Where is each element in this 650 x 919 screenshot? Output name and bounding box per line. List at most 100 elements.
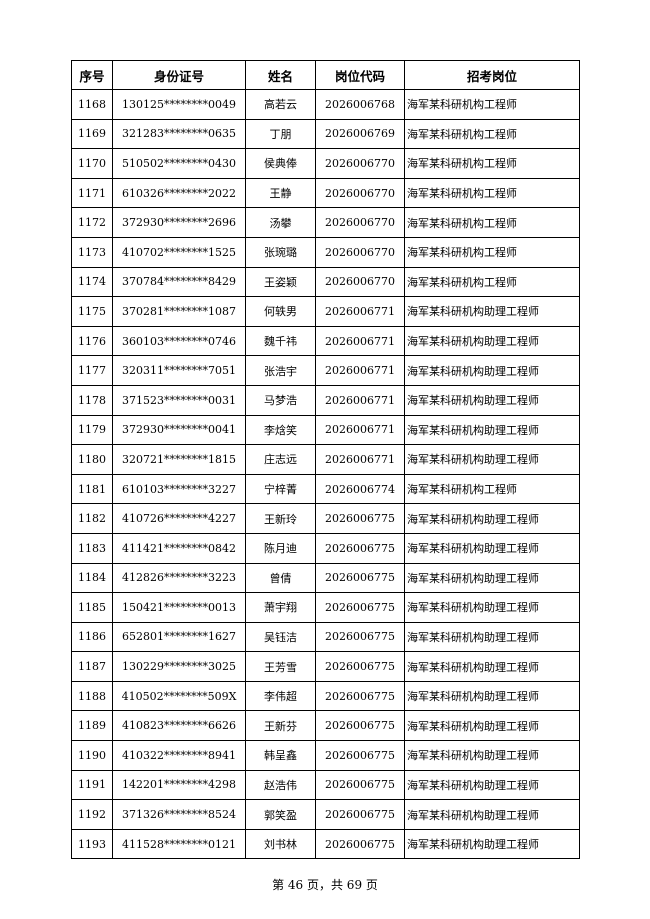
- candidate-table: 序号 身份证号 姓名 岗位代码 招考岗位 1168 130125********0…: [71, 60, 580, 860]
- table-row: 1169 321283********0635 丁朋 2026006769 海军某科研机…: [71, 118, 580, 150]
- table-row: 1180 320721********1815 庄志远 2026006771 海军某科研…: [71, 444, 580, 475]
- cell-name: 萧宇翔: [245, 592, 316, 623]
- cell-name: 高若云: [245, 89, 316, 120]
- table-row: 1186 652801********1627 吴钰洁 2026006775 海军某科研…: [71, 621, 580, 653]
- cell-post: 海军某科研机构助理工程师: [404, 651, 580, 682]
- header-post-code: 岗位代码: [315, 60, 405, 90]
- table-row: 1168 130125********0049 高若云 2026006768 海军某科研…: [71, 89, 580, 120]
- cell-post-code: 2026006775: [315, 651, 405, 682]
- cell-post-code: 2026006775: [315, 710, 405, 742]
- cell-post-code: 2026006770: [315, 266, 405, 298]
- cell-id-number: 320721********1815: [112, 444, 246, 475]
- cell-seq: 1171: [71, 177, 113, 209]
- cell-name: 王静: [245, 177, 316, 209]
- cell-seq: 1170: [71, 148, 113, 179]
- table-row: 1188 410502********509X 李伟超 2026006775 海军某科研…: [71, 680, 580, 712]
- cell-name: 韩呈鑫: [245, 740, 316, 771]
- table-row: 1177 320311********7051 张浩宇 2026006771 海军某科研…: [71, 355, 580, 386]
- cell-post: 海军某科研机构工程师: [404, 473, 580, 505]
- table-row: 1176 360103********0746 魏千祎 2026006771 海军某科研…: [71, 325, 580, 357]
- cell-id-number: 410702********1525: [112, 236, 246, 268]
- cell-seq: 1182: [71, 503, 113, 534]
- cell-seq: 1187: [71, 651, 113, 682]
- cell-post: 海军某科研机构助理工程师: [404, 740, 580, 771]
- cell-seq: 1176: [71, 325, 113, 357]
- cell-post: 海军某科研机构工程师: [404, 266, 580, 298]
- cell-seq: 1190: [71, 740, 113, 771]
- cell-post-code: 2026006771: [315, 325, 405, 357]
- cell-id-number: 360103********0746: [112, 325, 246, 357]
- cell-name: 李伟超: [245, 680, 316, 712]
- cell-post-code: 2026006775: [315, 503, 405, 534]
- cell-post-code: 2026006771: [315, 444, 405, 475]
- cell-id-number: 610103********3227: [112, 473, 246, 505]
- cell-id-number: 410726********4227: [112, 503, 246, 534]
- cell-seq: 1193: [71, 828, 113, 860]
- cell-post: 海军某科研机构助理工程师: [404, 799, 580, 830]
- cell-post: 海军某科研机构助理工程师: [404, 532, 580, 564]
- cell-id-number: 370281********1087: [112, 296, 246, 327]
- cell-post: 海军某科研机构助理工程师: [404, 621, 580, 653]
- table-row: 1193 411528********0121 刘书林 2026006775 海军某科研…: [71, 828, 580, 860]
- cell-id-number: 411421********0842: [112, 532, 246, 564]
- cell-post: 海军某科研机构助理工程师: [404, 296, 580, 327]
- cell-id-number: 510502********0430: [112, 148, 246, 179]
- table-row: 1187 130229********3025 王芳雪 2026006775 海军某科研…: [71, 651, 580, 682]
- cell-post-code: 2026006775: [315, 532, 405, 564]
- table-row: 1192 371326********8524 郭笑盈 2026006775 海军某科研…: [71, 799, 580, 830]
- cell-seq: 1188: [71, 680, 113, 712]
- cell-name: 王姿颖: [245, 266, 316, 298]
- cell-seq: 1191: [71, 769, 113, 801]
- cell-id-number: 371326********8524: [112, 799, 246, 830]
- cell-name: 侯典俸: [245, 148, 316, 179]
- cell-id-number: 410322********8941: [112, 740, 246, 771]
- cell-seq: 1178: [71, 384, 113, 416]
- cell-post-code: 2026006774: [315, 473, 405, 505]
- cell-seq: 1179: [71, 414, 113, 446]
- cell-id-number: 130125********0049: [112, 89, 246, 120]
- cell-seq: 1175: [71, 296, 113, 327]
- cell-id-number: 370784********8429: [112, 266, 246, 298]
- cell-name: 曾倩: [245, 562, 316, 594]
- cell-seq: 1177: [71, 355, 113, 386]
- table-row: 1190 410322********8941 韩呈鑫 2026006775 海军某科研…: [71, 740, 580, 771]
- cell-name: 丁朋: [245, 118, 316, 150]
- cell-seq: 1172: [71, 207, 113, 238]
- table-row: 1181 610103********3227 宁梓菁 2026006774 海军某科研…: [71, 473, 580, 505]
- cell-post: 海军某科研机构工程师: [404, 118, 580, 150]
- cell-id-number: 372930********2696: [112, 207, 246, 238]
- table-row: 1175 370281********1087 何轶男 2026006771 海军某科研…: [71, 296, 580, 327]
- cell-post: 海军某科研机构助理工程师: [404, 444, 580, 475]
- cell-name: 魏千祎: [245, 325, 316, 357]
- cell-seq: 1174: [71, 266, 113, 298]
- cell-seq: 1183: [71, 532, 113, 564]
- cell-name: 张浩宇: [245, 355, 316, 386]
- cell-name: 王芳雪: [245, 651, 316, 682]
- cell-id-number: 411528********0121: [112, 828, 246, 860]
- cell-seq: 1168: [71, 89, 113, 120]
- cell-post-code: 2026006769: [315, 118, 405, 150]
- cell-name: 王新芬: [245, 710, 316, 742]
- table-row: 1183 411421********0842 陈月迪 2026006775 海军某科研…: [71, 532, 580, 564]
- page-footer: 第 46 页，共 69 页: [272, 878, 378, 892]
- cell-post: 海军某科研机构助理工程师: [404, 680, 580, 712]
- cell-seq: 1181: [71, 473, 113, 505]
- cell-post: 海军某科研机构助理工程师: [404, 828, 580, 860]
- cell-post-code: 2026006775: [315, 799, 405, 830]
- cell-post: 海军某科研机构工程师: [404, 207, 580, 238]
- cell-post: 海军某科研机构助理工程师: [404, 710, 580, 742]
- cell-seq: 1186: [71, 621, 113, 653]
- cell-post: 海军某科研机构助理工程师: [404, 414, 580, 446]
- cell-post: 海军某科研机构助理工程师: [404, 592, 580, 623]
- table-row: 1182 410726********4227 王新玲 2026006775 海军某科研…: [71, 503, 580, 534]
- table-row: 1185 150421********0013 萧宇翔 2026006775 海军某科研…: [71, 592, 580, 623]
- cell-post-code: 2026006770: [315, 207, 405, 238]
- cell-post-code: 2026006775: [315, 740, 405, 771]
- cell-id-number: 652801********1627: [112, 621, 246, 653]
- table-row: 1184 412826********3223 曾倩 2026006775 海军某科研机…: [71, 562, 580, 594]
- cell-seq: 1184: [71, 562, 113, 594]
- cell-post-code: 2026006775: [315, 621, 405, 653]
- table-row: 1173 410702********1525 张琬璐 2026006770 海军某科研…: [71, 236, 580, 268]
- cell-name: 郭笑盈: [245, 799, 316, 830]
- cell-post: 海军某科研机构助理工程师: [404, 503, 580, 534]
